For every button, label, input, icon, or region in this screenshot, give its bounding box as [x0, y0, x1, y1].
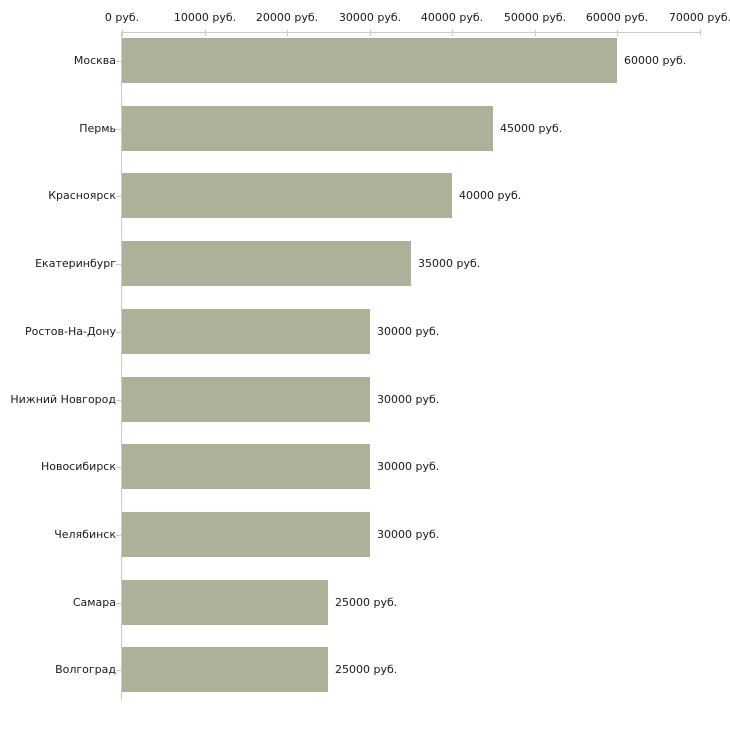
value-label: 30000 руб.	[377, 528, 440, 541]
x-axis-tick-label: 40000 руб.	[420, 11, 484, 24]
value-label: 25000 руб.	[335, 596, 398, 609]
y-axis-tick	[116, 196, 121, 197]
y-axis-tick	[116, 61, 121, 62]
bar	[122, 106, 493, 151]
category-label: Челябинск	[54, 528, 116, 541]
bar	[122, 173, 452, 218]
x-axis-tick-label: 30000 руб.	[338, 11, 402, 24]
y-axis-tick	[116, 467, 121, 468]
x-axis-tick-label: 70000 руб.	[668, 11, 730, 24]
bar	[122, 377, 370, 422]
x-axis-tick	[370, 30, 371, 36]
bar	[122, 580, 328, 625]
category-label: Самара	[72, 596, 116, 609]
x-axis-tick	[122, 30, 123, 36]
x-axis-tick-label: 20000 руб.	[255, 11, 319, 24]
x-axis-tick	[617, 30, 618, 36]
category-label: Волгоград	[55, 663, 116, 676]
bar	[122, 241, 411, 286]
x-axis-tick	[287, 30, 288, 36]
x-axis-tick	[205, 30, 206, 36]
category-label: Екатеринбург	[35, 257, 116, 270]
y-axis-tick	[116, 535, 121, 536]
x-axis-tick	[700, 30, 701, 36]
y-axis-tick	[116, 603, 121, 604]
value-label: 35000 руб.	[418, 257, 481, 270]
x-axis-tick	[535, 30, 536, 36]
bar	[122, 38, 617, 83]
y-axis-tick	[116, 264, 121, 265]
value-label: 30000 руб.	[377, 460, 440, 473]
bar	[122, 444, 370, 489]
bar	[122, 512, 370, 557]
value-label: 30000 руб.	[377, 325, 440, 338]
x-axis-tick-label: 50000 руб.	[503, 11, 567, 24]
category-label: Красноярск	[48, 189, 116, 202]
y-axis-line	[121, 32, 122, 700]
y-axis-tick	[116, 332, 121, 333]
y-axis-tick	[116, 670, 121, 671]
category-label: Новосибирск	[40, 460, 116, 473]
value-label: 25000 руб.	[335, 663, 398, 676]
bar	[122, 647, 328, 692]
category-label: Москва	[73, 54, 116, 67]
x-axis-tick-label: 0 руб.	[104, 11, 140, 24]
y-axis-tick	[116, 400, 121, 401]
value-label: 30000 руб.	[377, 393, 440, 406]
x-axis-line	[122, 32, 700, 33]
x-axis-tick-label: 60000 руб.	[585, 11, 649, 24]
y-axis-tick	[116, 129, 121, 130]
category-label: Нижний Новгород	[10, 393, 116, 406]
category-label: Ростов-На-Дону	[24, 325, 116, 338]
bar	[122, 309, 370, 354]
x-axis-tick	[452, 30, 453, 36]
value-label: 45000 руб.	[500, 122, 563, 135]
x-axis-tick-label: 10000 руб.	[173, 11, 237, 24]
value-label: 60000 руб.	[624, 54, 687, 67]
value-label: 40000 руб.	[459, 189, 522, 202]
category-label: Пермь	[79, 122, 116, 135]
